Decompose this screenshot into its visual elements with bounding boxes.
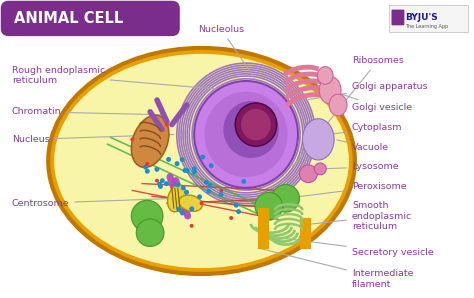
Ellipse shape (158, 184, 163, 189)
Ellipse shape (235, 103, 277, 146)
Text: ANIMAL CELL: ANIMAL CELL (14, 11, 123, 26)
Text: Nucleolus: Nucleolus (198, 25, 255, 78)
Ellipse shape (190, 224, 194, 228)
Text: Intermediate
filament: Intermediate filament (259, 248, 413, 289)
Ellipse shape (223, 101, 279, 158)
Text: Centrosome: Centrosome (12, 198, 174, 208)
Ellipse shape (200, 201, 203, 205)
Ellipse shape (229, 216, 233, 220)
Ellipse shape (167, 185, 186, 212)
Ellipse shape (219, 189, 223, 193)
FancyBboxPatch shape (1, 1, 180, 36)
Ellipse shape (200, 155, 205, 159)
Ellipse shape (179, 195, 202, 211)
Ellipse shape (317, 67, 333, 84)
Ellipse shape (155, 179, 159, 183)
Ellipse shape (180, 157, 185, 162)
Ellipse shape (206, 189, 211, 194)
Text: Ribosomes: Ribosomes (292, 56, 404, 167)
Ellipse shape (185, 168, 190, 173)
Ellipse shape (241, 109, 271, 140)
Text: Cytoplasm: Cytoplasm (333, 123, 402, 134)
Ellipse shape (204, 180, 209, 185)
Ellipse shape (54, 54, 349, 268)
Ellipse shape (145, 162, 149, 166)
Ellipse shape (181, 185, 186, 190)
FancyBboxPatch shape (389, 5, 468, 32)
Ellipse shape (155, 167, 159, 172)
Ellipse shape (145, 169, 150, 174)
Ellipse shape (204, 92, 288, 177)
FancyBboxPatch shape (392, 10, 404, 25)
Ellipse shape (272, 184, 300, 212)
Ellipse shape (302, 119, 334, 160)
Ellipse shape (329, 94, 347, 116)
Ellipse shape (192, 170, 197, 174)
Text: Peroxisome: Peroxisome (288, 182, 407, 198)
Text: Lysosome: Lysosome (323, 162, 399, 171)
Ellipse shape (182, 168, 187, 173)
Ellipse shape (176, 207, 181, 212)
Ellipse shape (48, 48, 355, 274)
Text: Smooth
endoplasmic
reticulum: Smooth endoplasmic reticulum (298, 201, 412, 231)
Text: BYJU'S: BYJU'S (405, 13, 438, 22)
Text: Nucleus: Nucleus (12, 134, 174, 144)
Ellipse shape (184, 190, 189, 195)
Ellipse shape (189, 206, 194, 211)
Ellipse shape (300, 165, 317, 183)
Ellipse shape (319, 76, 341, 104)
Ellipse shape (234, 203, 239, 208)
Text: Chromatin: Chromatin (12, 107, 161, 116)
Ellipse shape (255, 193, 283, 220)
Ellipse shape (175, 182, 180, 187)
Ellipse shape (131, 200, 163, 232)
Ellipse shape (236, 209, 241, 214)
Ellipse shape (209, 163, 214, 168)
Text: Rough endoplasmic
reticulum: Rough endoplasmic reticulum (12, 66, 227, 90)
Text: Golgi apparatus: Golgi apparatus (308, 82, 428, 100)
Ellipse shape (166, 157, 171, 162)
Ellipse shape (131, 115, 169, 167)
Ellipse shape (197, 194, 202, 199)
Text: Golgi vesicle: Golgi vesicle (333, 91, 412, 112)
Ellipse shape (192, 166, 197, 171)
Ellipse shape (165, 123, 169, 127)
Ellipse shape (208, 183, 212, 188)
Ellipse shape (160, 178, 165, 183)
Ellipse shape (130, 137, 134, 141)
Text: Vacuole: Vacuole (337, 140, 389, 152)
Ellipse shape (241, 179, 246, 184)
Ellipse shape (157, 182, 162, 187)
Ellipse shape (174, 161, 180, 166)
Text: Secretory vesicle: Secretory vesicle (282, 238, 434, 257)
Text: The Learning App: The Learning App (405, 24, 448, 29)
Ellipse shape (164, 181, 169, 186)
Ellipse shape (136, 219, 164, 246)
Ellipse shape (194, 81, 298, 188)
Ellipse shape (219, 192, 223, 197)
Ellipse shape (180, 210, 185, 215)
Ellipse shape (314, 163, 326, 175)
Ellipse shape (143, 164, 148, 170)
